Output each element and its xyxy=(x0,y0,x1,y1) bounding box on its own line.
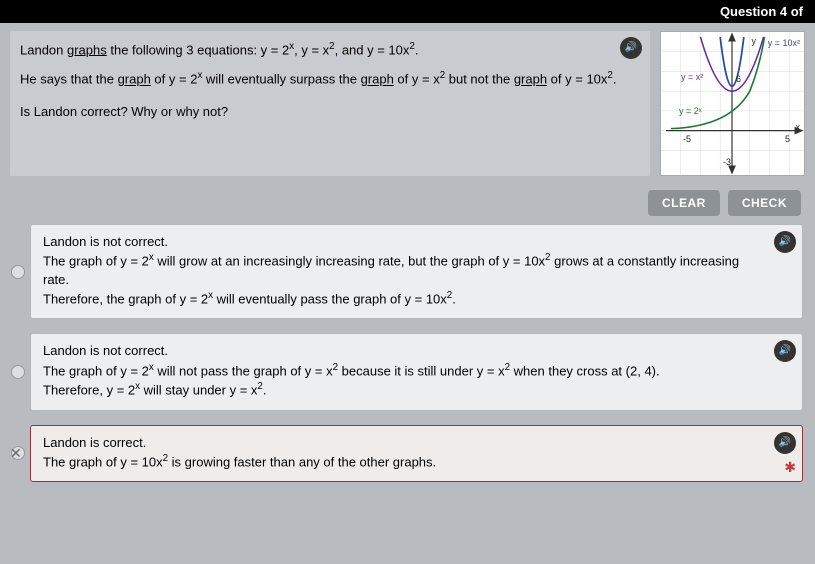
answer-option-3[interactable]: 🔊 Landon is correct. The graph of y = 10… xyxy=(30,425,803,483)
clear-button[interactable]: CLEAR xyxy=(648,190,720,216)
graph-label-2x: y = 2ˣ xyxy=(679,106,702,116)
answer-option-1[interactable]: 🔊 Landon is not correct. The graph of y … xyxy=(30,224,803,319)
graph-thumbnail[interactable]: y = 10x² y y = x² y = 2ˣ -5 5 x 6 -3 xyxy=(660,31,805,176)
speaker-icon[interactable]: 🔊 xyxy=(774,432,796,454)
radio-icon xyxy=(11,365,25,379)
graph-label-10x2: y = 10x² xyxy=(768,38,800,48)
question-text: 🔊 Landon graphs the following 3 equation… xyxy=(10,31,650,176)
question-prompt: Is Landon correct? Why or why not? xyxy=(20,102,640,122)
graph-label-x2: y = x² xyxy=(681,72,703,82)
radio-icon xyxy=(11,446,25,460)
radio-icon xyxy=(11,265,25,279)
speaker-icon[interactable]: 🔊 xyxy=(774,231,796,253)
answer-option-2[interactable]: 🔊 Landon is not correct. The graph of y … xyxy=(30,333,803,410)
check-button[interactable]: CHECK xyxy=(728,190,801,216)
speaker-icon[interactable]: 🔊 xyxy=(620,37,642,59)
controls-row: CLEAR CHECK xyxy=(0,186,815,224)
question-counter: Question 4 of xyxy=(720,4,803,19)
star-icon: ✱ xyxy=(784,458,796,478)
answers-list: 🔊 Landon is not correct. The graph of y … xyxy=(18,224,815,482)
question-header: Question 4 of xyxy=(0,0,815,23)
speaker-icon[interactable]: 🔊 xyxy=(774,340,796,362)
question-panel: 🔊 Landon graphs the following 3 equation… xyxy=(0,23,815,186)
